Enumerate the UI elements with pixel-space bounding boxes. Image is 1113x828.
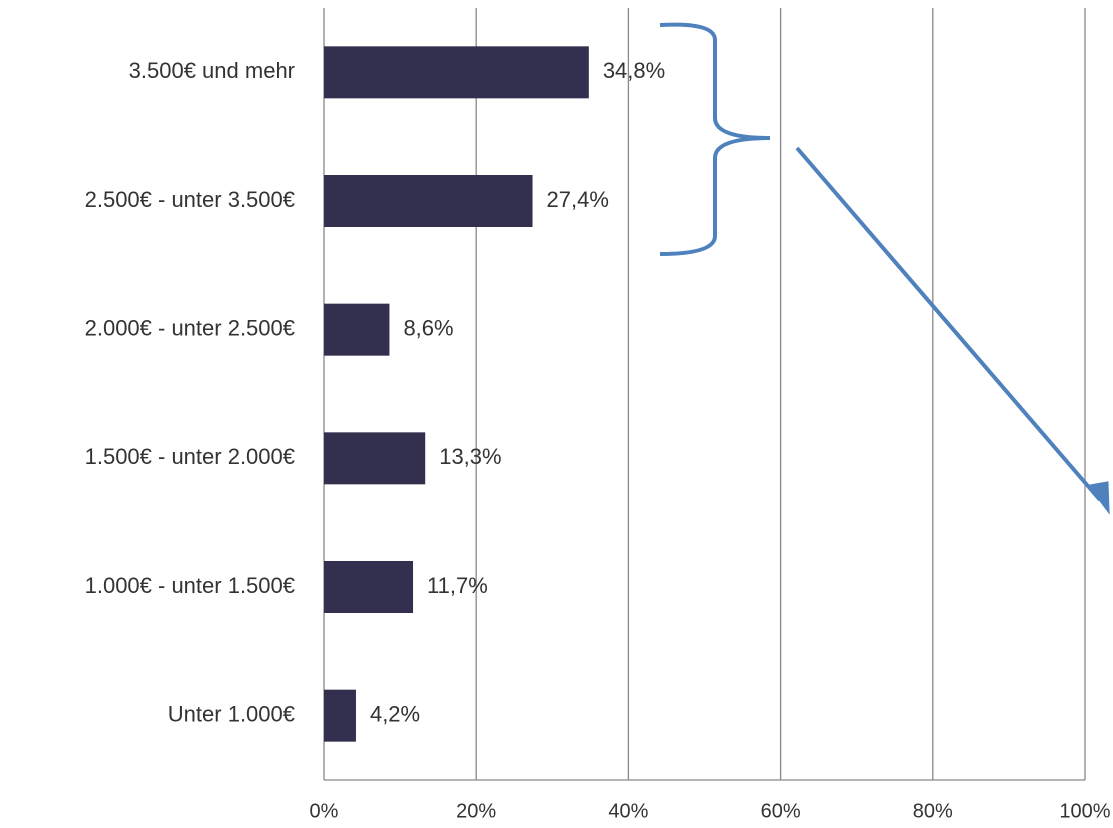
brace	[659, 22, 771, 256]
category-label: 2.000€ - unter 2.500€	[85, 315, 295, 340]
category-label: 1.000€ - unter 1.500€	[85, 573, 295, 598]
arrow-head	[1087, 481, 1110, 515]
value-label: 11,7%	[427, 573, 488, 598]
bar	[324, 689, 356, 742]
value-label: 27,4%	[547, 187, 609, 212]
bar	[324, 432, 426, 485]
x-tick-label: 80%	[913, 800, 953, 822]
bar	[324, 303, 390, 356]
x-tick-label: 40%	[608, 800, 648, 822]
x-tick-label: 0%	[310, 800, 339, 822]
bar	[324, 46, 589, 99]
value-label: 34,8%	[603, 58, 665, 83]
value-label: 8,6%	[403, 315, 453, 340]
bar	[324, 561, 414, 613]
marks: 3.500€ und mehr 34,8% 2.500€ - unter 3.500…	[85, 46, 665, 742]
category-label: 3.500€ und mehr	[129, 58, 295, 83]
grid: 0% 20% 40% 60% 80% 100%	[310, 8, 1111, 822]
arrow-line	[795, 146, 1102, 502]
x-tick-label: 60%	[761, 800, 801, 822]
category-label: 1.500€ - unter 2.000€	[85, 444, 295, 469]
bar	[324, 175, 533, 227]
x-tick-label: 20%	[456, 800, 496, 822]
value-label: 13,3%	[439, 444, 501, 469]
category-label: Unter 1.000€	[168, 701, 295, 726]
value-label: 4,2%	[370, 701, 420, 726]
x-tick-label: 100%	[1059, 800, 1110, 822]
category-label: 2.500€ - unter 3.500€	[85, 187, 295, 212]
